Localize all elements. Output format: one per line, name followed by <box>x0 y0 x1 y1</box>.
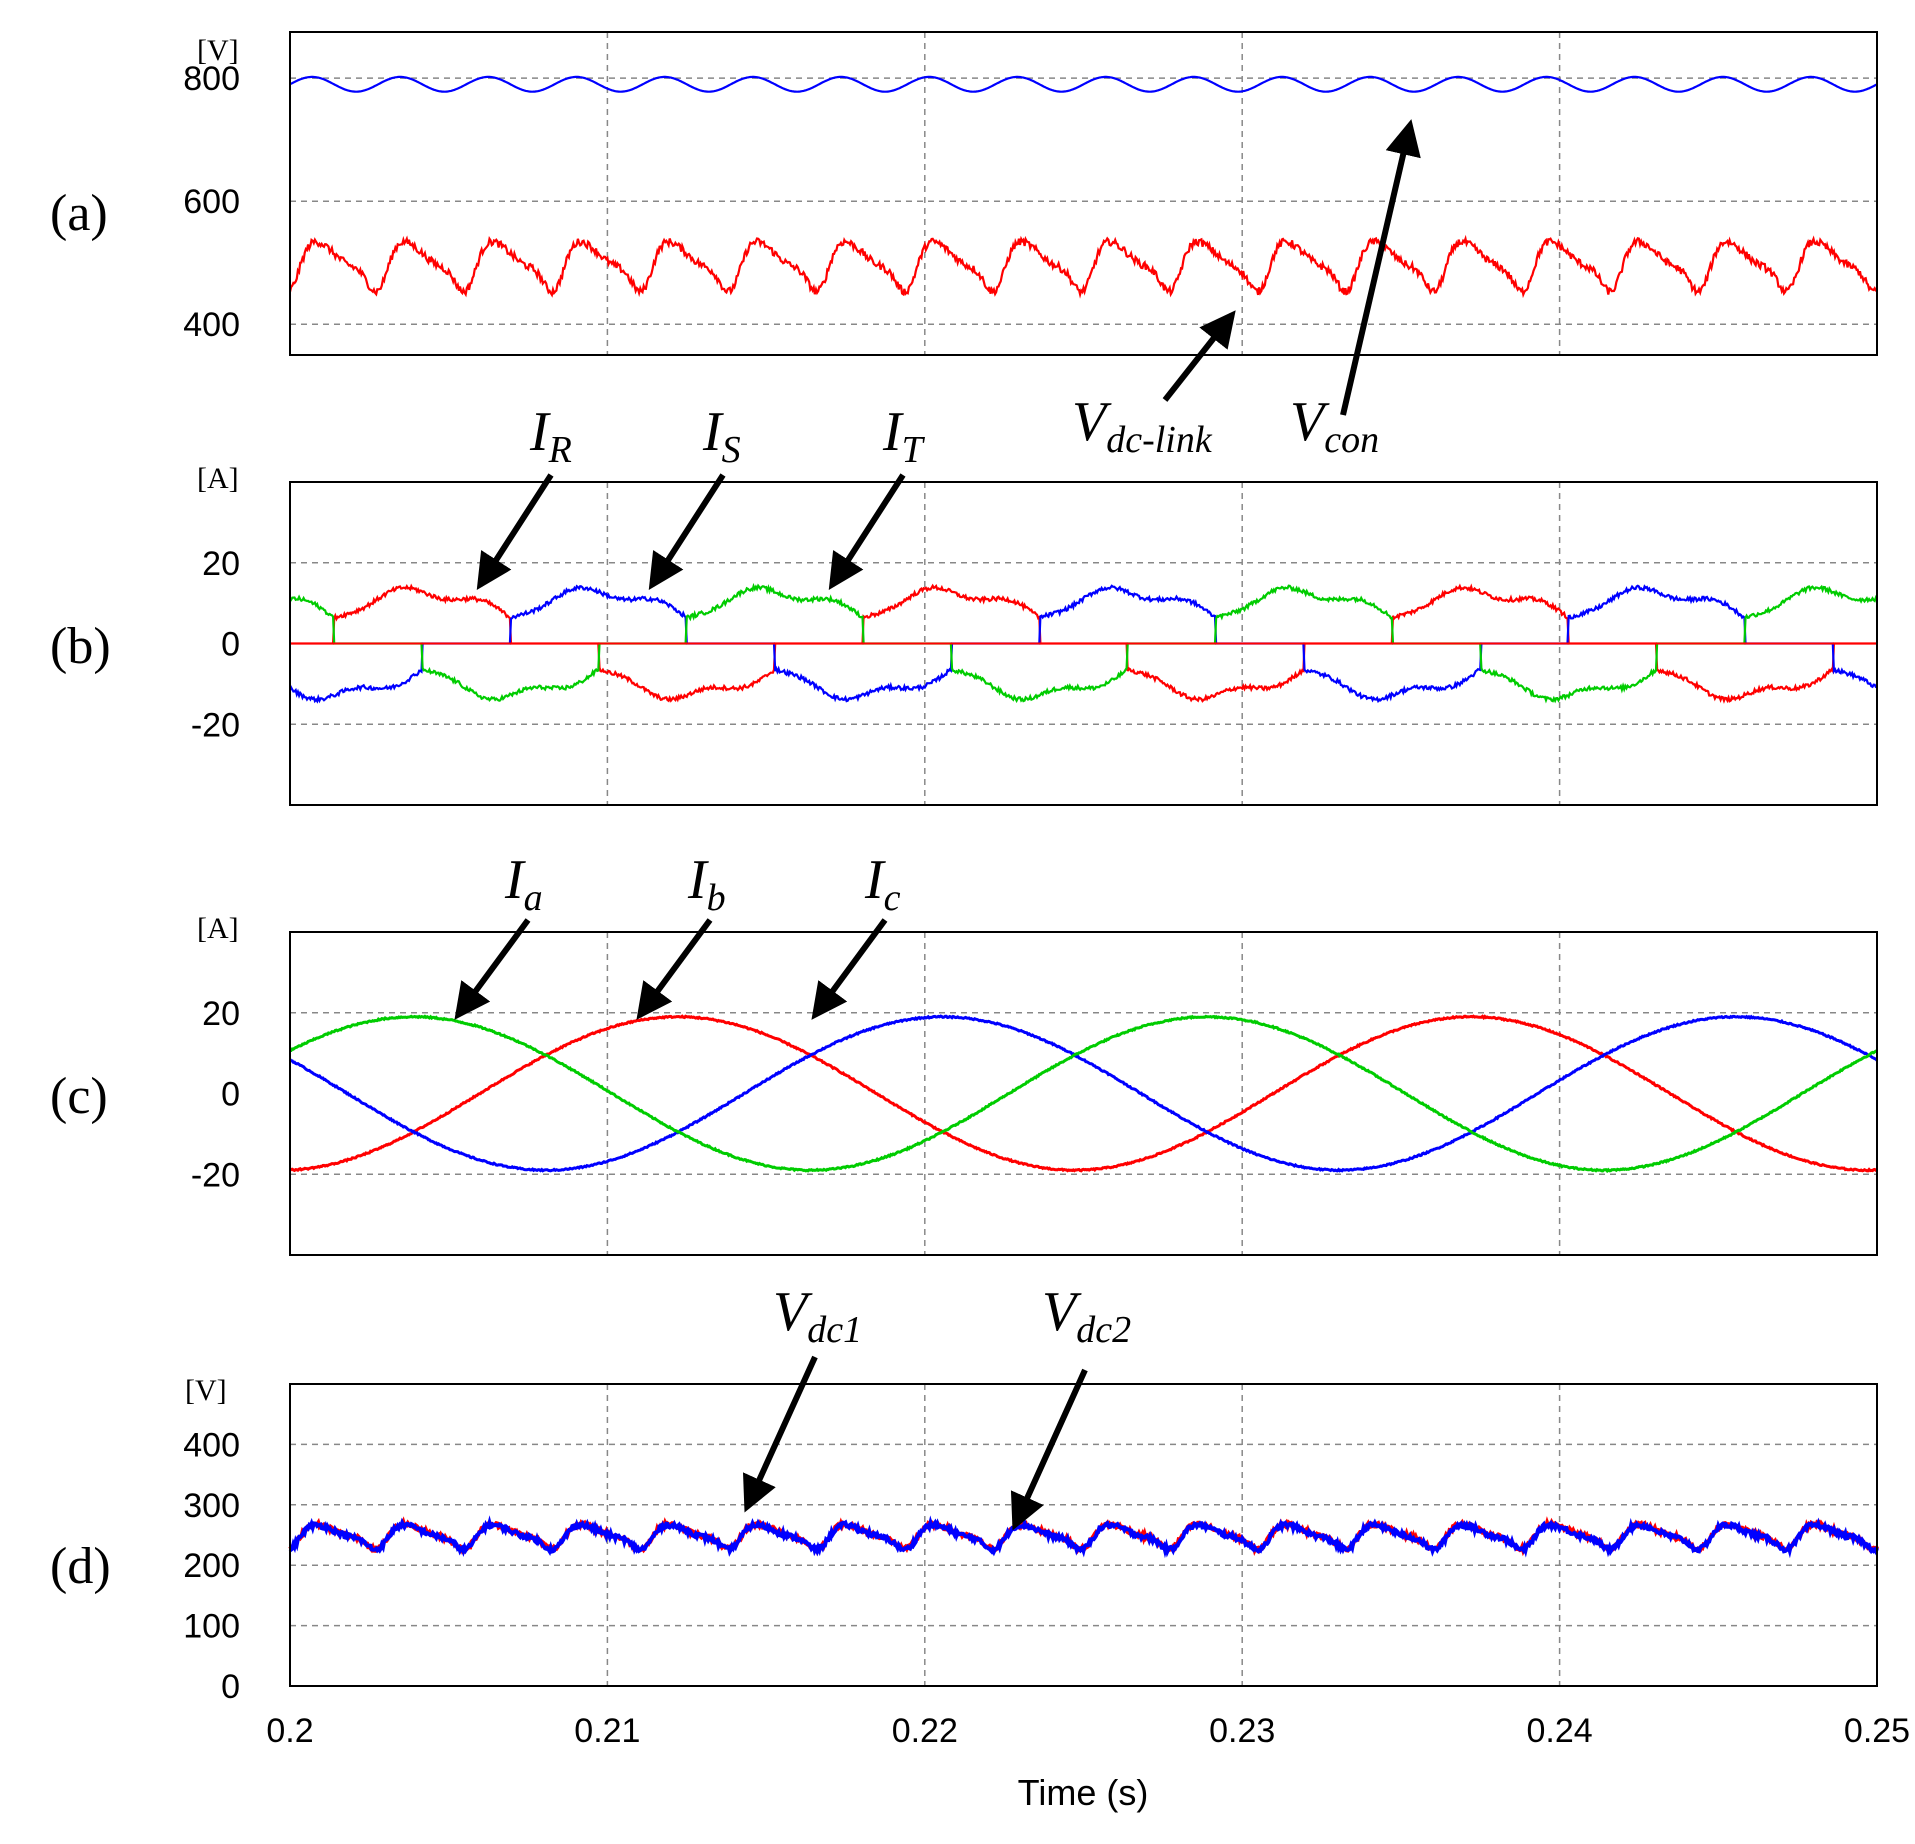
panel-d: (d) [V] 0 100 200 300 400 0.2 0.21 0.22 0.23 0.2… <box>50 1374 1910 1813</box>
panel-b-frame <box>289 481 1878 806</box>
series-ia <box>289 1014 1878 1173</box>
arrow-ia <box>454 918 531 1020</box>
arrow-vdc1 <box>742 1355 818 1513</box>
x-tick-label: 0.2 <box>266 1712 313 1750</box>
series-it <box>289 582 1878 704</box>
y-tick-label: 20 <box>202 545 240 583</box>
arrow-vdc2 <box>1010 1368 1088 1531</box>
series-vcon <box>289 75 1878 93</box>
x-tick-label: 0.23 <box>1209 1712 1275 1750</box>
y-tick-label: -20 <box>191 706 240 744</box>
label-vdc-link: Vdc-link <box>1072 391 1213 461</box>
y-tick-label: 800 <box>183 60 240 98</box>
panel-d-frame <box>289 1383 1878 1687</box>
arrow-is <box>648 473 726 591</box>
y-tick-label: 20 <box>202 995 240 1033</box>
label-vdc2: Vdc2 <box>1042 1281 1131 1351</box>
series-vdc2 <box>288 1515 1879 1559</box>
label-ib: Ib <box>687 849 726 919</box>
y-tick-label: 0 <box>221 1076 240 1114</box>
y-tick-label: 600 <box>183 183 240 221</box>
label-is: IS <box>702 401 741 471</box>
panel-a: (a) [V] 400 600 800 <box>50 31 1878 356</box>
panel-b-unit: [A] <box>197 462 239 495</box>
x-axis-label: Time (s) <box>1018 1772 1149 1813</box>
panel-b: (b) [A] -20 0 20 <box>50 462 1878 806</box>
panel-c-label: (c) <box>50 1068 108 1125</box>
arrow-ic <box>811 918 888 1020</box>
series-vdc-link <box>288 234 1877 299</box>
label-ia: Ia <box>504 849 543 919</box>
x-tick-label: 0.25 <box>1844 1712 1910 1750</box>
x-tick-label: 0.24 <box>1527 1712 1593 1750</box>
x-tick-label: 0.21 <box>574 1712 640 1750</box>
series-ib <box>288 1014 1879 1173</box>
panel-a-frame <box>289 31 1878 356</box>
label-ir: IR <box>529 401 572 471</box>
arrow-it <box>828 473 906 591</box>
label-vdc1: Vdc1 <box>773 1281 862 1351</box>
arrow-vdc-link <box>1162 310 1236 402</box>
arrow-ib <box>636 918 713 1020</box>
panel-c-frame <box>289 931 1878 1256</box>
arrow-ir <box>476 473 554 591</box>
panel-c-unit: [A] <box>197 912 239 945</box>
series-ic <box>289 1014 1877 1174</box>
y-tick-label: -20 <box>191 1156 240 1194</box>
label-ic: Ic <box>864 849 901 919</box>
panel-d-label: (d) <box>50 1538 111 1595</box>
label-vcon: Vcon <box>1290 391 1379 461</box>
y-tick-label: 400 <box>183 1426 240 1464</box>
label-it: IT <box>882 401 926 471</box>
y-tick-label: 400 <box>183 306 240 344</box>
panel-a-label: (a) <box>50 185 108 242</box>
panel-b-label: (b) <box>50 618 111 675</box>
panel-d-unit: [V] <box>185 1374 227 1407</box>
panel-c: (c) [A] -20 0 20 <box>50 912 1879 1256</box>
annotations: Vdc-link Vcon IR IS IT Ia Ib Ic Vdc1 Vdc… <box>504 391 1379 1351</box>
y-tick-label: 300 <box>183 1487 240 1525</box>
y-tick-label: 200 <box>183 1547 240 1585</box>
y-tick-label: 100 <box>183 1608 240 1646</box>
series-is <box>289 584 1878 704</box>
arrows <box>454 119 1421 1531</box>
y-tick-label: 0 <box>221 1668 240 1706</box>
arrow-vcon <box>1340 119 1421 416</box>
x-tick-label: 0.22 <box>892 1712 958 1750</box>
y-tick-label: 0 <box>221 626 240 664</box>
panel-a-unit: [V] <box>197 34 239 67</box>
